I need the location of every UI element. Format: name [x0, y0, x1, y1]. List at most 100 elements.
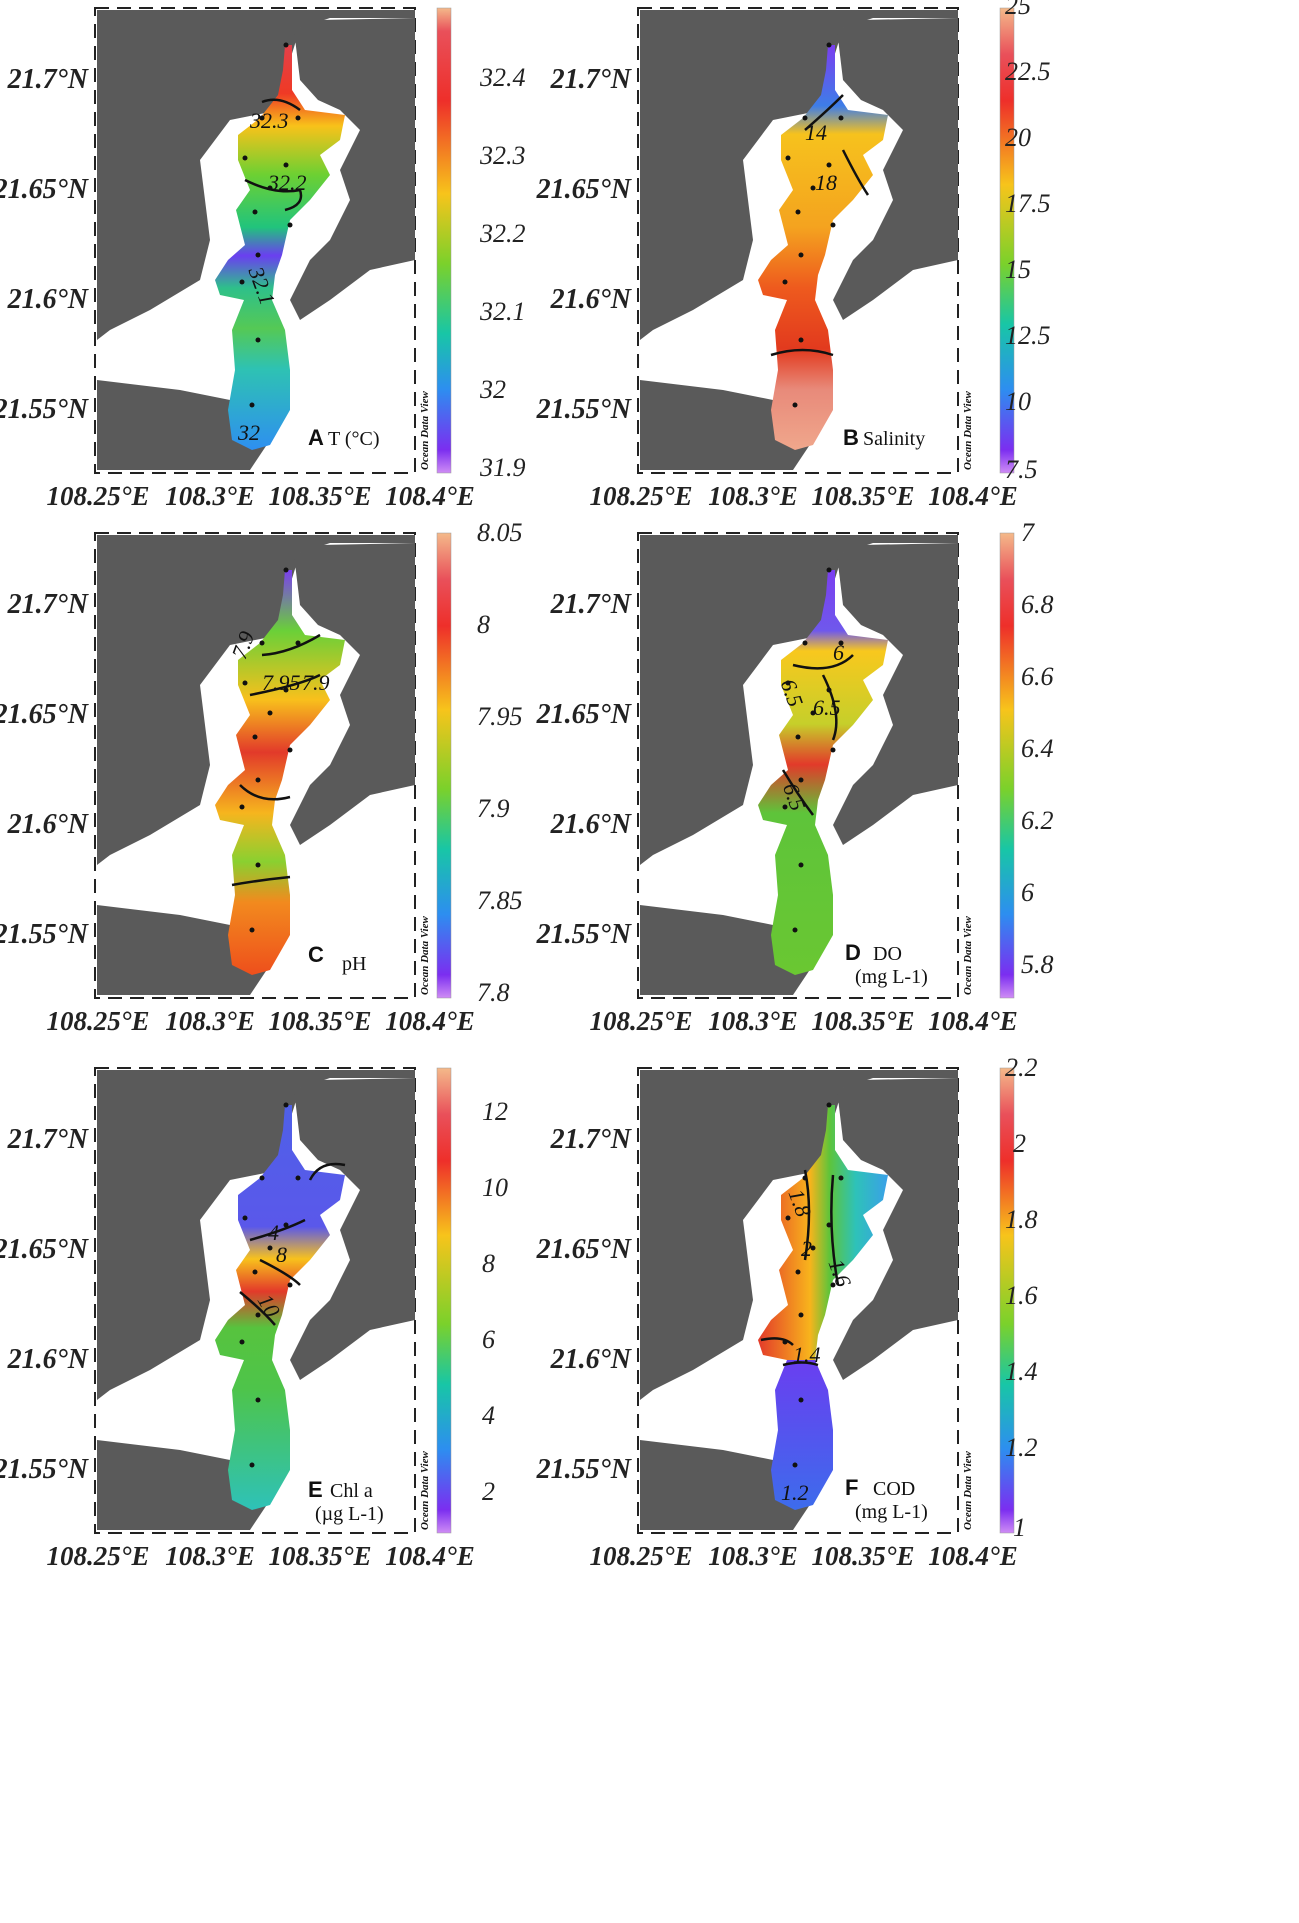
colorbar: 7 6.8 6.6 6.4 6.2 6 5.8 — [999, 518, 1054, 999]
lat-tick: 21.7°N — [7, 1124, 90, 1155]
isoline-label: 7.95 — [262, 670, 301, 695]
land-south — [640, 1440, 813, 1530]
colorbar-tick: 1.4 — [1005, 1357, 1038, 1386]
land-west — [97, 1070, 415, 1400]
colorbar-tick: 7.8 — [477, 978, 510, 1007]
lon-tick: 108.35°E — [268, 1541, 371, 1571]
colorbar-tick: 32.1 — [479, 297, 526, 326]
land-south — [97, 380, 270, 470]
colorbar-tick: 6.8 — [1021, 590, 1054, 619]
colorbar-tick: 7.95 — [477, 702, 523, 731]
land-south — [640, 905, 813, 995]
land-east — [290, 543, 415, 845]
lat-tick: 21.65°N — [0, 174, 90, 205]
colorbar-tick: 22.5 — [1005, 57, 1051, 86]
lon-tick: 108.35°E — [811, 481, 914, 511]
odv-watermark: Ocean Data View — [962, 391, 974, 470]
lat-tick: 21.7°N — [550, 64, 633, 95]
colorbar-tick: 32.2 — [479, 219, 526, 248]
stations — [239, 567, 301, 933]
colorbar-tick: 8.05 — [477, 518, 523, 547]
panel-f: 1.8 2 1.6 1.4 1.2 21.7°N 21.65°N 21.6°N … — [536, 1053, 1183, 1690]
land-south — [640, 380, 813, 470]
colorbar-tick: 4 — [482, 1401, 495, 1430]
lat-tick: 21.7°N — [7, 64, 90, 95]
colorbar-tick: 10 — [482, 1173, 508, 1202]
lon-tick: 108.25°E — [46, 481, 149, 511]
map-panel-c: 7.95 7.9 7.9 21.7°N 21.65°N 21.6°N 21.55… — [0, 518, 523, 1036]
colorbar-tick: 6.4 — [1021, 734, 1054, 763]
colorbar: 8.05 8 7.95 7.9 7.85 7.8 — [436, 518, 523, 1007]
colorbar-tick: 10 — [1005, 387, 1031, 416]
lon-tick: 108.3°E — [708, 481, 798, 511]
lat-tick: 21.65°N — [536, 699, 633, 730]
unit-label: (mg L-1) — [855, 1501, 928, 1523]
variable-label: DO — [873, 943, 902, 965]
panel-c: 7.95 7.9 7.9 21.7°N 21.65°N 21.6°N 21.55… — [0, 518, 640, 1155]
lon-tick: 108.3°E — [708, 1006, 798, 1036]
land-east — [833, 1078, 958, 1380]
lat-tick: 21.55°N — [536, 394, 633, 425]
stations — [782, 42, 844, 408]
colorbar-tick: 6.6 — [1021, 662, 1054, 691]
lat-tick: 21.55°N — [0, 919, 90, 950]
lat-tick: 21.65°N — [0, 699, 90, 730]
lat-tick: 21.6°N — [7, 1344, 90, 1375]
estuary-south — [771, 1360, 833, 1510]
panel-letter: C — [308, 942, 324, 967]
colorbar-tick: 12.5 — [1005, 321, 1051, 350]
colorbar-tick: 12 — [482, 1097, 508, 1126]
land-south — [97, 1440, 270, 1530]
panel-d: 6 6.5 6.5 6.5 21.7°N 21.65°N 21.6°N 21.5… — [536, 518, 1183, 1155]
lat-tick: 21.6°N — [7, 284, 90, 315]
lon-tick: 108.4°E — [385, 1006, 475, 1036]
lon-tick: 108.25°E — [589, 481, 692, 511]
variable-label: Salinity — [863, 428, 925, 450]
lon-tick: 108.4°E — [385, 481, 475, 511]
land-west — [640, 535, 958, 865]
colorbar-tick: 25 — [1005, 0, 1031, 20]
map-panel-a: 32.3 32.2 32.1 32 21.7°N 21.65°N 21.6°N … — [0, 7, 526, 511]
colorbar-tick: 17.5 — [1005, 189, 1051, 218]
lon-tick: 108.4°E — [928, 481, 1018, 511]
colorbar-tick: 6 — [1021, 878, 1034, 907]
stations — [782, 567, 844, 933]
variable-label: Chl a — [330, 1480, 373, 1502]
variable-label: pH — [342, 953, 366, 975]
isoline-label: 6 — [833, 640, 844, 665]
land-west — [97, 535, 415, 865]
estuary — [758, 1105, 888, 1360]
estuary — [758, 45, 888, 450]
lat-tick: 21.65°N — [536, 1234, 633, 1265]
lon-tick: 108.35°E — [811, 1541, 914, 1571]
stations — [239, 1102, 301, 1468]
lon-tick: 108.25°E — [589, 1006, 692, 1036]
isoline-label: 8 — [276, 1242, 287, 1267]
lon-tick: 108.4°E — [928, 1541, 1018, 1571]
colorbar-tick: 7.85 — [477, 886, 523, 915]
colorbar-tick: 2 — [482, 1477, 495, 1506]
estuary — [215, 1105, 345, 1510]
lon-tick: 108.25°E — [589, 1541, 692, 1571]
unit-label: (µg L-1) — [315, 1503, 384, 1525]
isoline-label: 4 — [268, 1220, 279, 1245]
lon-tick: 108.3°E — [165, 481, 255, 511]
variable-label: COD — [873, 1478, 915, 1500]
colorbar-tick: 1.6 — [1005, 1281, 1038, 1310]
variable-label: T (°C) — [328, 428, 380, 450]
colorbar-tick: 32 — [479, 375, 506, 404]
land-west — [640, 10, 958, 340]
colorbar-tick: 20 — [1005, 123, 1031, 152]
colorbar-tick: 5.8 — [1021, 950, 1054, 979]
isoline-label: 2 — [801, 1236, 812, 1261]
colorbar-tick: 8 — [482, 1249, 495, 1278]
colorbar-tick: 6.2 — [1021, 806, 1054, 835]
isoline-label: 32 — [237, 420, 260, 445]
panel-letter: D — [845, 940, 861, 965]
estuary — [215, 570, 345, 975]
colorbar-tick: 2.2 — [1005, 1053, 1038, 1082]
lon-tick: 108.35°E — [811, 1006, 914, 1036]
lon-tick: 108.4°E — [928, 1006, 1018, 1036]
map-panel-f: 1.8 2 1.6 1.4 1.2 21.7°N 21.65°N 21.6°N … — [536, 1053, 1038, 1571]
colorbar: 25 22.5 20 17.5 15 12.5 10 7.5 — [999, 0, 1051, 484]
